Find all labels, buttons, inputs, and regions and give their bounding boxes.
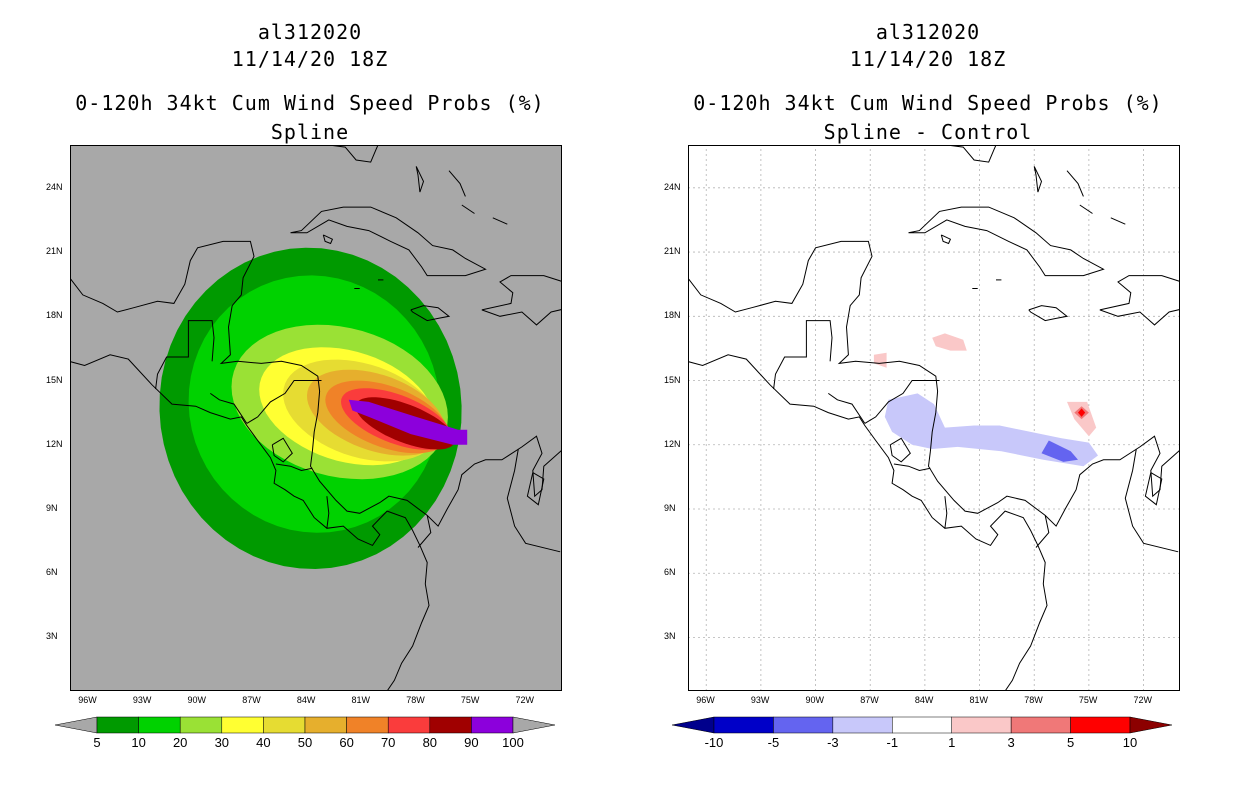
left-colorbar-label: 100	[502, 735, 524, 750]
left-y-tick-label: 21N	[46, 246, 63, 257]
left-y-tick-label: 24N	[46, 181, 63, 192]
left-x-tick-label: 78W	[406, 695, 425, 705]
right-x-tick-label: 78W	[1024, 695, 1043, 705]
left-colorbar-swatch	[429, 716, 472, 734]
right-x-tick-label: 81W	[969, 695, 989, 705]
right-x-tick-label: 84W	[914, 695, 934, 705]
right-colorbar-high-end	[1129, 716, 1172, 734]
right-colorbar-swatch	[832, 716, 893, 734]
left-map-frame	[70, 145, 562, 691]
left-colorbar-low-end	[55, 716, 98, 734]
right-coastlines	[688, 145, 1180, 691]
left-colorbar-label: 60	[339, 735, 354, 750]
left-x-tick-label: 84W	[296, 695, 316, 705]
right-y-tick-label: 18N	[664, 310, 681, 321]
left-colorbar-swatch	[471, 716, 514, 734]
right-y-tick-label: 21N	[664, 246, 681, 257]
right-gridlines	[688, 145, 1180, 691]
left-colorbar-swatch	[138, 716, 181, 734]
left-colorbar-label: 80	[422, 735, 438, 750]
right-colorbar-swatch	[1010, 716, 1071, 734]
right-colorbar-label: 10	[1122, 735, 1138, 750]
right-x-tick-label: 75W	[1078, 695, 1098, 705]
right-colorbar-label: 1	[948, 735, 956, 750]
right-diff-plus1-region	[932, 333, 967, 351]
right-difference-map	[688, 145, 1180, 691]
left-colorbar-swatch	[263, 716, 306, 734]
right-y-tick-label: 9N	[664, 503, 676, 513]
left-x-tick-label: 96W	[78, 695, 97, 705]
right-colorbar-swatch	[1070, 716, 1131, 734]
right-y-tick-label: 6N	[664, 567, 676, 578]
right-colorbar-swatch	[951, 716, 1012, 734]
right-title-method: Spline - Control	[823, 120, 1033, 144]
right-colorbar	[672, 716, 1172, 734]
left-title-storm: al312020	[257, 20, 363, 44]
left-y-tick-label: 3N	[46, 631, 58, 642]
left-colorbar-swatch	[96, 716, 139, 734]
left-colorbar-high-end	[512, 716, 555, 734]
left-colorbar-swatch	[346, 716, 389, 734]
left-x-tick-label: 72W	[515, 695, 535, 705]
right-x-tick-label: 96W	[696, 695, 715, 705]
right-colorbar-swatch	[892, 716, 952, 734]
right-colorbar-label: -1	[886, 735, 899, 750]
right-colorbar-label: -5	[767, 735, 780, 750]
right-y-tick-label: 24N	[664, 181, 681, 192]
left-y-tick-label: 15N	[46, 374, 63, 385]
right-title-storm: al312020	[875, 20, 981, 44]
left-y-tick-label: 6N	[46, 567, 58, 578]
left-colorbar-label: 40	[256, 735, 271, 750]
left-colorbar-swatch	[179, 716, 223, 734]
right-y-tick-label: 12N	[664, 438, 681, 449]
right-x-tick-label: 90W	[805, 695, 825, 705]
left-title-product: 0-120h 34kt Cum Wind Speed Probs (%)	[75, 91, 545, 115]
right-title-time: 11/14/20 18Z	[849, 47, 1007, 71]
right-title-product: 0-120h 34kt Cum Wind Speed Probs (%)	[693, 91, 1163, 115]
right-colorbar-swatch	[713, 716, 774, 734]
right-x-tick-label: 87W	[860, 695, 879, 705]
right-diff-minus3-region	[1041, 440, 1078, 462]
right-colorbar-swatch	[773, 716, 834, 734]
left-x-tick-label: 75W	[460, 695, 480, 705]
left-title-method: Spline	[270, 120, 350, 144]
left-contour-90-pct	[348, 399, 468, 445]
right-colorbar-label: 3	[1007, 735, 1015, 750]
left-colorbar-label: 50	[297, 735, 313, 750]
left-y-tick-label: 18N	[46, 310, 63, 321]
right-x-tick-label: 72W	[1133, 695, 1153, 705]
left-colorbar-swatch	[221, 716, 264, 734]
right-x-tick-label: 93W	[750, 695, 770, 705]
right-y-tick-label: 3N	[664, 631, 676, 642]
left-colorbar	[55, 716, 555, 734]
left-colorbar-label: 20	[172, 735, 188, 750]
right-map-frame	[688, 145, 1180, 691]
right-colorbar-low-end	[672, 716, 715, 734]
left-colorbar-swatch	[304, 716, 347, 734]
left-x-tick-label: 87W	[242, 695, 261, 705]
right-colorbar-label: 5	[1066, 735, 1075, 750]
left-colorbar-label: 70	[380, 735, 396, 750]
left-x-tick-label: 81W	[351, 695, 371, 705]
right-diff-plus1-region	[873, 352, 887, 368]
left-y-tick-label: 12N	[46, 438, 63, 449]
left-probability-map	[70, 145, 562, 691]
right-colorbar-label: -3	[827, 735, 839, 750]
left-colorbar-label: 5	[93, 735, 101, 750]
right-colorbar-label: -10	[704, 735, 724, 750]
left-title-time: 11/14/20 18Z	[231, 47, 389, 71]
left-colorbar-label: 10	[131, 735, 146, 750]
right-diff-plus5-region	[1078, 408, 1086, 417]
left-colorbar-label: 90	[464, 735, 479, 750]
left-colorbar-swatch	[387, 716, 431, 734]
left-x-tick-label: 90W	[187, 695, 207, 705]
left-coastlines	[70, 145, 562, 691]
left-colorbar-label: 30	[214, 735, 230, 750]
left-y-tick-label: 9N	[46, 503, 58, 513]
left-x-tick-label: 93W	[132, 695, 152, 705]
right-y-tick-label: 15N	[664, 374, 681, 385]
